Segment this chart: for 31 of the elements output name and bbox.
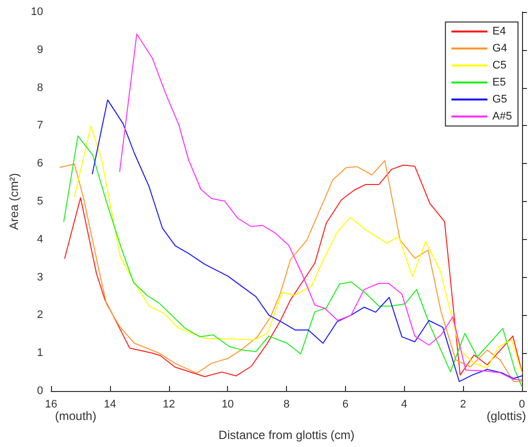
y-tick-label: 10: [30, 6, 44, 18]
x-tick-label: 0: [518, 398, 526, 410]
legend-label: A#5: [492, 110, 512, 122]
x-tick-label: 8: [283, 398, 290, 410]
y-axis-title: Area (cm²): [7, 173, 21, 230]
y-tick-label: 1: [37, 347, 44, 360]
x-tick-label: 12: [162, 398, 175, 410]
x-tick-label: 14: [104, 398, 116, 410]
x-tick-label: 6: [342, 398, 348, 410]
y-tick-label: 0: [37, 385, 44, 397]
y-tick-label: 2: [37, 309, 44, 322]
y-tick-label: 5: [37, 196, 44, 208]
y-tick-label: 8: [37, 82, 44, 94]
x-axis-title: Distance from glottis (cm): [218, 428, 355, 442]
legend-label: G4: [492, 42, 508, 54]
text: (glottis): [486, 409, 526, 423]
y-tick-label: 9: [37, 44, 44, 56]
x-tick-label: 4: [401, 398, 408, 410]
legend-label: E5: [492, 76, 506, 88]
line-series: [119, 33, 522, 381]
y-tick-label: 7: [37, 120, 44, 132]
legend-label: E4: [492, 26, 506, 38]
text: (mouth): [55, 409, 96, 423]
legend-label: G5: [492, 94, 508, 106]
x-tick-label: 16: [45, 398, 58, 410]
y-tick-label: 3: [37, 271, 44, 284]
legend-label: C5: [492, 60, 506, 72]
x-tick-label: 2: [460, 398, 466, 410]
y-tick-label: 6: [37, 158, 44, 170]
y-tick-label: 4: [37, 233, 44, 246]
x-tick-label: 10: [222, 398, 234, 410]
